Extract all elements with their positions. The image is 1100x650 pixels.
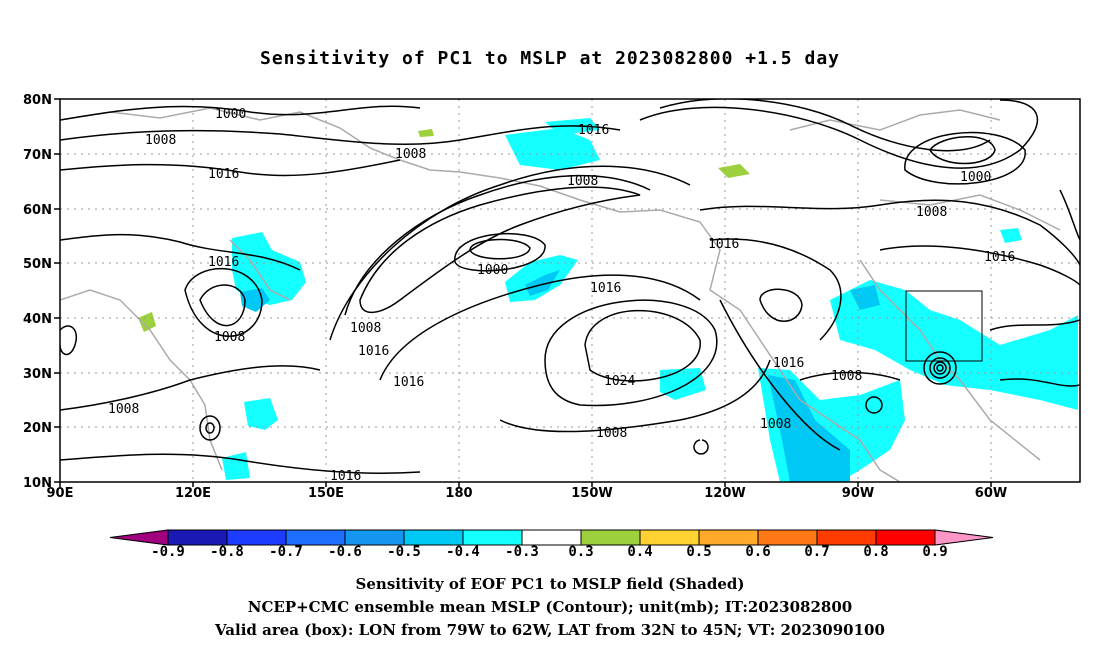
contour-label: 1008 xyxy=(214,330,245,345)
shade-positive-arctic2 xyxy=(418,129,434,137)
lat-label: 50N xyxy=(23,257,52,272)
shade-positive-asia xyxy=(138,312,156,332)
contour-label: 1000 xyxy=(477,263,508,278)
lon-label: 150E xyxy=(308,486,344,501)
colorbar-swatch xyxy=(639,529,700,546)
colorbar-arrow-right xyxy=(934,529,994,546)
lon-label: 120E xyxy=(175,486,211,501)
shade-mexico-inner xyxy=(768,375,850,482)
colorbar-label: -0.8 xyxy=(210,544,244,560)
colorbar-label: -0.4 xyxy=(446,544,480,560)
caption-contour: NCEP+CMC ensemble mean MSLP (Contour); u… xyxy=(247,598,853,616)
contour-label: 1016 xyxy=(393,375,424,390)
colorbar-label: 0.4 xyxy=(627,544,652,560)
longitude-labels: 90E 120E 150E 180 150W 120W 90W 60W xyxy=(47,486,1008,501)
shade-japan-inner xyxy=(240,288,270,312)
colorbar-swatch xyxy=(226,529,287,546)
contour-label: 1008 xyxy=(831,369,862,384)
lat-label: 20N xyxy=(23,421,52,436)
colorbar-label: 0.5 xyxy=(686,544,711,560)
lat-label: 40N xyxy=(23,312,52,327)
contour-label: 1016 xyxy=(773,356,804,371)
contour-label: 1008 xyxy=(108,402,139,417)
colorbar-swatch xyxy=(462,529,523,546)
latitude-labels: 80N 70N 60N 50N 40N 30N 20N 10N xyxy=(23,93,52,491)
map-title: Sensitivity of PC1 to MSLP at 2023082800… xyxy=(259,48,840,69)
colorbar-swatch xyxy=(285,529,346,546)
contour-label: 1016 xyxy=(984,250,1015,265)
lat-label: 60N xyxy=(23,203,52,218)
contour-label: 1016 xyxy=(330,469,361,484)
colorbar-swatch xyxy=(580,529,641,546)
contour-labels: 1000 1008 1008 1016 1016 1008 1000 1008 … xyxy=(108,107,1015,484)
coastlines xyxy=(60,107,1061,482)
map-frame xyxy=(59,98,1081,483)
valid-area-box xyxy=(905,290,983,362)
lon-label: 150W xyxy=(571,486,612,501)
lon-label: 120W xyxy=(704,486,745,501)
lon-label: 90W xyxy=(842,486,874,501)
colorbar-swatch xyxy=(757,529,818,546)
lat-label: 30N xyxy=(23,367,52,382)
caption-shaded: Sensitivity of EOF PC1 to MSLP field (Sh… xyxy=(355,575,745,593)
colorbar-label: 0.7 xyxy=(804,544,829,560)
contour-label: 1016 xyxy=(208,255,239,270)
contour-label: 1016 xyxy=(358,344,389,359)
shade-kamchatka-japan xyxy=(232,232,306,305)
contour-label: 1016 xyxy=(590,281,621,296)
mslp-contours xyxy=(60,99,1080,475)
colorbar-swatch xyxy=(344,529,405,546)
lat-label: 80N xyxy=(23,93,52,108)
colorbar-label: 0.8 xyxy=(863,544,888,560)
lat-label: 70N xyxy=(23,148,52,163)
colorbar-label: 0.3 xyxy=(568,544,593,560)
colorbar-swatch xyxy=(698,529,759,546)
contour-label: 1008 xyxy=(350,321,381,336)
contour-label: 1008 xyxy=(596,426,627,441)
colorbar-label: 0.9 xyxy=(922,544,947,560)
colorbar-arrow-left xyxy=(109,529,169,546)
colorbar-label: 0.6 xyxy=(745,544,770,560)
contour-label: 1016 xyxy=(208,167,239,182)
shade-nw-pacific xyxy=(244,398,278,430)
colorbar-swatch xyxy=(875,529,936,546)
colorbar-label: -0.6 xyxy=(328,544,362,560)
contour-label: 1000 xyxy=(215,107,246,122)
lon-label: 180 xyxy=(445,486,472,501)
colorbar-swatch xyxy=(167,529,228,546)
shade-positive-arctic xyxy=(718,164,750,178)
colorbar xyxy=(109,529,994,546)
contour-label: 1024 xyxy=(604,374,635,389)
contour-label: 1016 xyxy=(708,237,739,252)
lat-label: 10N xyxy=(23,476,52,491)
contour-label: 1016 xyxy=(578,123,609,138)
shade-arctic-1 xyxy=(505,128,600,170)
grid xyxy=(60,99,1080,482)
colorbar-label: -0.5 xyxy=(387,544,421,560)
colorbar-swatch xyxy=(521,529,582,546)
caption-valid-area: Valid area (box): LON from 79W to 62W, L… xyxy=(215,621,885,639)
lon-label: 90E xyxy=(47,486,74,501)
colorbar-label: -0.3 xyxy=(505,544,539,560)
shade-labrador xyxy=(1000,228,1022,243)
contour-label: 1008 xyxy=(760,417,791,432)
contour-label: 1008 xyxy=(567,174,598,189)
colorbar-swatch xyxy=(403,529,464,546)
colorbar-label: -0.9 xyxy=(151,544,185,560)
colorbar-swatch xyxy=(816,529,877,546)
shade-indochina xyxy=(222,452,250,480)
colorbar-label: -0.7 xyxy=(269,544,303,560)
shade-west-atl xyxy=(830,280,1078,410)
contour-label: 1008 xyxy=(145,133,176,148)
lon-label: 60W xyxy=(975,486,1007,501)
contour-label: 1008 xyxy=(916,205,947,220)
shade-np-jet-inner xyxy=(525,270,560,296)
colorbar-labels: -0.9 -0.8 -0.7 -0.6 -0.5 -0.4 -0.3 0.3 0… xyxy=(151,544,948,560)
contour-label: 1000 xyxy=(960,170,991,185)
contour-label: 1008 xyxy=(395,147,426,162)
